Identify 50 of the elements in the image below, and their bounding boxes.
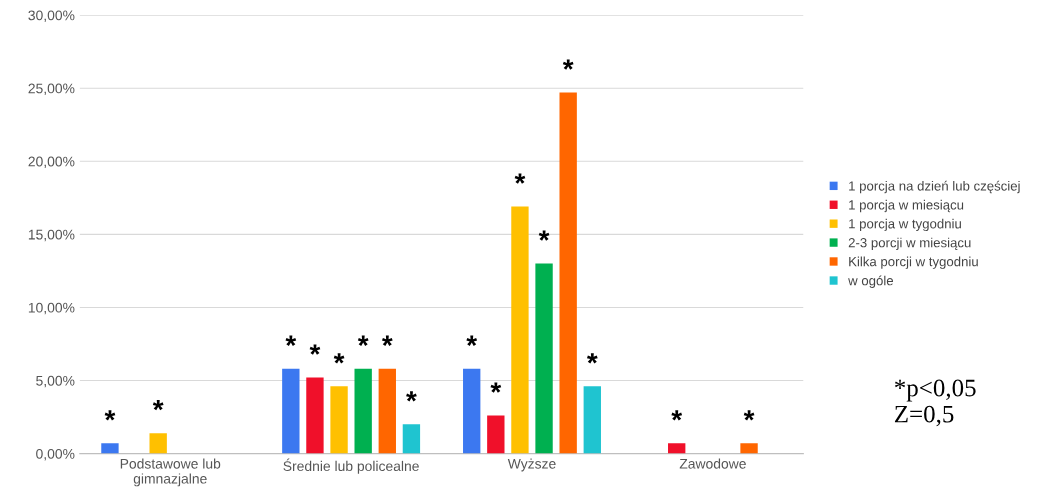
legend-label: 1 porcja w miesiącu (849, 199, 964, 213)
data-label: * (357, 335, 369, 346)
x-tick-label: Zawodowe (679, 458, 746, 469)
legend-label: Kilka porcji w tygodniu (849, 256, 978, 269)
legend-label: 1 porcja na dzień lub częściej (849, 180, 1020, 194)
bar (282, 368, 300, 454)
x-tick-label: Podstawowe lub gimnazjalne (120, 458, 221, 487)
y-tick-label: 15,00% (28, 229, 75, 242)
y-tick-label: 30,00% (28, 10, 75, 22)
data-label: * (333, 353, 345, 364)
bar (535, 263, 553, 454)
x-tick-label: Wyższe (507, 458, 556, 472)
bar (740, 443, 758, 454)
bar (402, 424, 421, 454)
y-tick-label: 5,00% (36, 375, 75, 388)
bar (511, 206, 529, 454)
data-label: * (562, 59, 574, 70)
bar (378, 368, 396, 454)
bar (583, 386, 601, 454)
data-label: * (309, 344, 321, 355)
y-tick-label: 20,00% (28, 156, 75, 169)
text: *p<0,05 Z=0,5 (894, 379, 976, 427)
data-label: * (406, 391, 417, 402)
data-label: * (586, 353, 598, 364)
bar (330, 386, 348, 454)
bar (149, 433, 167, 454)
bar (101, 443, 119, 454)
y-tick-label: 10,00% (28, 302, 75, 315)
data-label: * (671, 410, 683, 421)
legend-label: w ogóle (848, 275, 894, 288)
bar (306, 377, 324, 454)
data-label: * (743, 410, 755, 421)
y-tick-label: 0,00% (36, 448, 75, 461)
data-label: * (381, 335, 393, 346)
data-label: * (104, 410, 116, 421)
data-label: * (514, 173, 526, 184)
data-label: * (285, 335, 297, 346)
y-tick-label: 25,00% (28, 83, 75, 96)
data-label: * (466, 335, 478, 346)
bar (463, 368, 481, 454)
data-label: * (490, 382, 502, 393)
bar (668, 443, 686, 454)
x-tick-label: Średnie lub policealne (283, 458, 419, 474)
bar (354, 368, 372, 454)
bar (487, 415, 505, 454)
data-label: * (152, 399, 164, 411)
bar (559, 92, 577, 454)
legend-label: 2-3 porcji w miesiącu (848, 237, 971, 250)
legend-label: 1 porcja w tygodniu (849, 218, 961, 232)
data-label: * (538, 230, 550, 241)
